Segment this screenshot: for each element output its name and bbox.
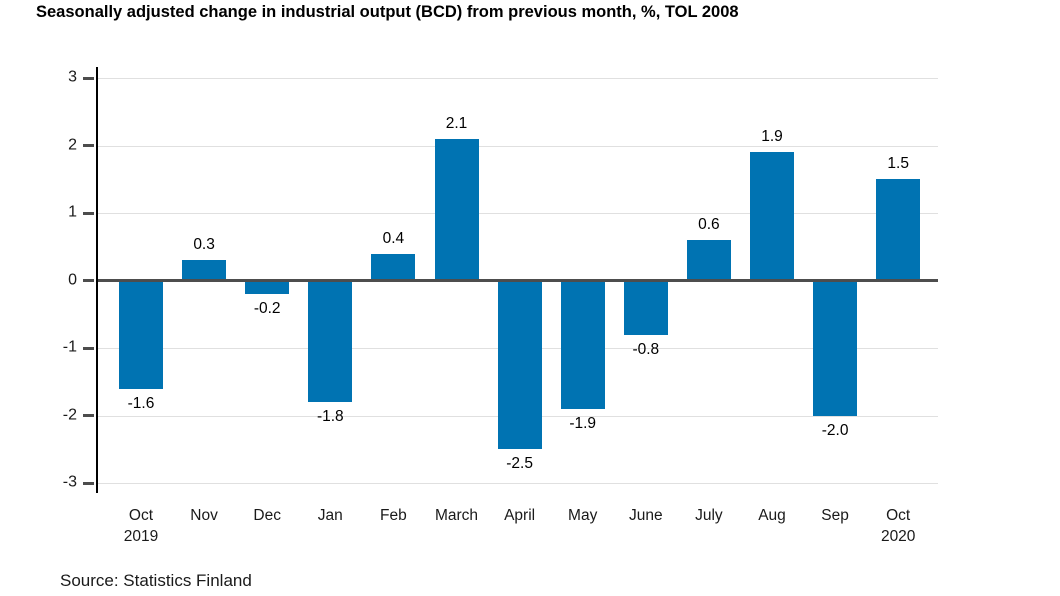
- bar: [308, 280, 353, 402]
- bar-value-label: -0.8: [632, 340, 660, 358]
- x-tick-label: Nov: [190, 507, 218, 524]
- bar-value-label: -1.8: [316, 408, 344, 425]
- bar-value-label: 0.6: [698, 216, 720, 233]
- bar: [497, 280, 542, 450]
- x-tick-label: Feb: [380, 507, 407, 524]
- bar: [245, 280, 290, 294]
- bar-value-label: 1.9: [761, 128, 783, 146]
- x-tick-label: July: [695, 507, 723, 524]
- x-tick-label: March: [434, 507, 479, 524]
- bar-value-label: 2.1: [445, 114, 468, 132]
- bar: [750, 152, 794, 281]
- y-tick-label: 0: [68, 271, 77, 289]
- y-tick-label: 3: [68, 68, 77, 86]
- y-tick-label: -1: [62, 338, 77, 356]
- zero-baseline: [97, 279, 938, 282]
- y-tick-label: -2: [62, 406, 77, 424]
- bar-value-label: 0.4: [382, 229, 405, 247]
- bar-value-label: 1.5: [887, 155, 909, 173]
- y-tick-mark: [83, 481, 94, 485]
- y-tick-mark: [83, 211, 94, 215]
- y-tick-label: 1: [68, 203, 77, 221]
- bar-value-label: 0.3: [193, 236, 215, 254]
- bar-value-label: -1.6: [127, 394, 155, 412]
- gridline: [97, 483, 938, 484]
- gridline: [97, 213, 938, 214]
- x-tick-label: Oct 2020: [880, 507, 916, 545]
- x-tick-label: Sep: [821, 507, 849, 524]
- bar-value-label: -1.9: [569, 414, 597, 432]
- source-text: Source: Statistics Finland: [60, 571, 252, 590]
- x-tick-label: Jan: [317, 507, 343, 524]
- chart-title: Seasonally adjusted change in industrial…: [36, 3, 739, 21]
- x-tick-label: Oct 2019: [123, 507, 159, 545]
- x-tick-label: Dec: [253, 507, 281, 524]
- y-tick-mark: [83, 144, 94, 147]
- bar: [182, 260, 227, 281]
- bar: [371, 253, 416, 281]
- x-tick-label: May: [568, 507, 598, 524]
- x-tick-label: June: [628, 507, 663, 524]
- y-tick-mark: [83, 346, 94, 350]
- y-tick-mark: [83, 414, 94, 417]
- y-tick-label: 2: [68, 136, 77, 154]
- gridline: [97, 145, 938, 147]
- y-tick-mark: [83, 76, 94, 80]
- x-tick-label: Aug: [758, 507, 786, 524]
- bar: [560, 280, 605, 409]
- bar: [623, 280, 668, 335]
- bar: [686, 240, 731, 281]
- y-tick-mark: [83, 279, 94, 282]
- bar-value-label: -2.0: [821, 421, 849, 439]
- gridline: [97, 78, 938, 79]
- bar-value-label: -0.2: [253, 300, 281, 317]
- bar: [119, 280, 163, 389]
- x-tick-label: April: [504, 507, 536, 524]
- y-axis-line: [96, 67, 98, 493]
- bar-value-label: -2.5: [506, 455, 533, 473]
- bar: [813, 280, 858, 416]
- y-tick-label: -3: [62, 473, 77, 491]
- bar: [434, 138, 479, 281]
- bar: [876, 179, 921, 281]
- plot-area: -1.6 0.3 -0.2 -1.8 0.4 2.1 -2.5 -1.9 -0.8 0.6 1.9 -…: [63, 67, 938, 545]
